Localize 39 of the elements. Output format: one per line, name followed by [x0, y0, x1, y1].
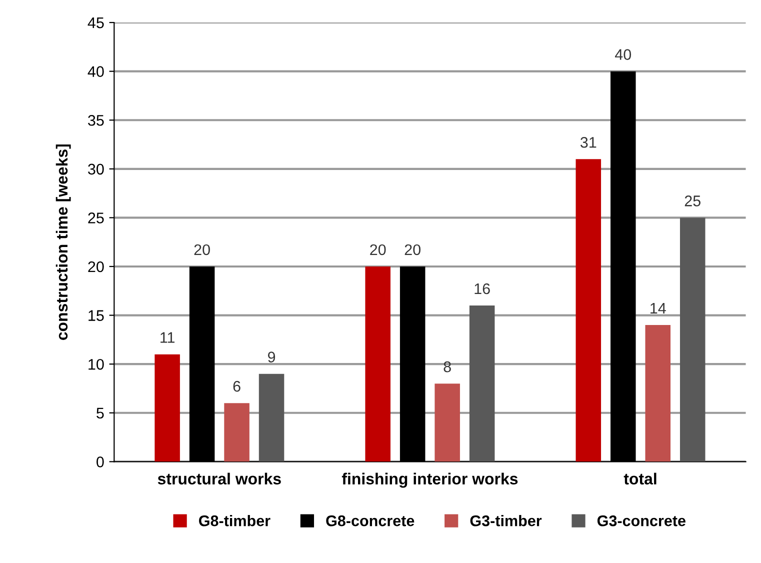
bar — [154, 354, 180, 462]
bar — [258, 374, 284, 462]
y-tick-label: 45 — [88, 18, 104, 28]
legend-label: G8-concrete — [326, 515, 414, 526]
bar — [434, 384, 460, 462]
legend-label: G8-timber — [199, 515, 270, 526]
x-tick-label: finishing interior works — [342, 472, 518, 488]
legend-label: G3-concrete — [597, 515, 686, 526]
data-label: 9 — [268, 352, 276, 362]
x-tick-label: total — [624, 472, 656, 485]
data-label: 20 — [370, 244, 386, 256]
bar — [645, 325, 671, 462]
y-tick-label: 20 — [88, 261, 104, 272]
y-tick-label: 40 — [88, 66, 104, 77]
y-tick-label: 15 — [88, 310, 104, 321]
y-tick-label: 0 — [96, 456, 104, 468]
data-label: 25 — [684, 196, 700, 206]
y-tick-label: 30 — [88, 164, 104, 175]
y-tick-label: 5 — [96, 408, 104, 419]
bar — [469, 306, 495, 462]
bar — [365, 266, 390, 462]
data-label: 20 — [404, 244, 420, 256]
y-axis-title: construction time [weeks] — [56, 144, 71, 340]
data-label: 20 — [194, 244, 210, 256]
y-tick-label: 25 — [88, 212, 104, 224]
bar — [680, 218, 706, 462]
data-label: 6 — [233, 380, 240, 392]
x-tick-label: structural works — [158, 472, 281, 485]
data-label: 11 — [160, 332, 174, 343]
data-label: 14 — [650, 303, 666, 314]
bar — [224, 403, 250, 462]
bar — [576, 159, 602, 462]
data-label: 40 — [614, 49, 632, 60]
data-label: 8 — [444, 361, 451, 372]
data-label: 31 — [580, 136, 596, 148]
data-label: 16 — [474, 283, 490, 294]
y-tick-label: 10 — [88, 358, 104, 370]
legend-label: G3-timber — [470, 515, 542, 526]
y-tick-label: 35 — [88, 114, 104, 126]
